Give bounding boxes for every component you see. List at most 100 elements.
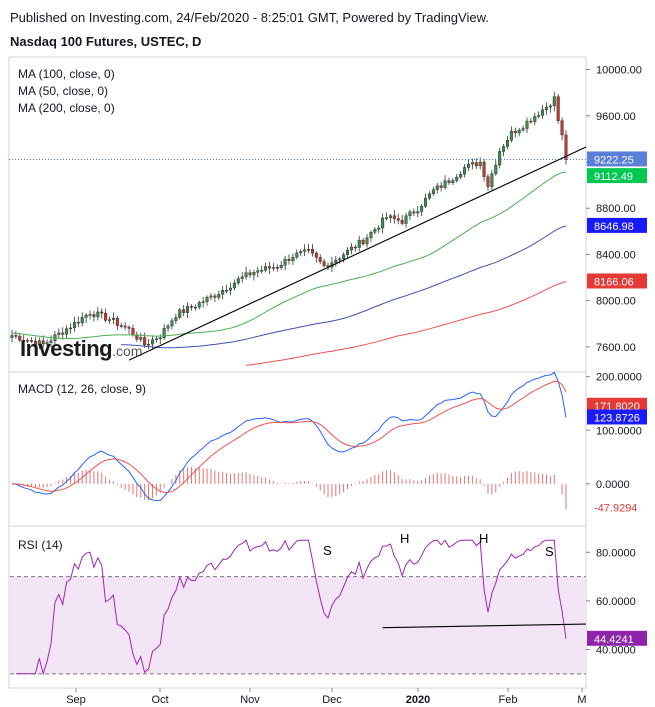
- macd-layer: [11, 371, 567, 510]
- candle-body: [435, 185, 439, 190]
- candle-body: [119, 325, 123, 327]
- candle-body: [178, 309, 182, 318]
- candle-body: [537, 115, 541, 117]
- candle-body: [279, 265, 283, 268]
- candle-body: [357, 239, 361, 248]
- candle-body: [307, 248, 311, 251]
- rsi-tick-label: 40.0000: [596, 645, 636, 657]
- candle-body: [158, 337, 162, 340]
- price-tick-label: 7600.00: [596, 342, 636, 354]
- candle-body: [314, 252, 318, 258]
- time-tick-label: M: [577, 694, 586, 706]
- candle-body: [420, 206, 424, 212]
- candle-body: [373, 229, 377, 233]
- time-tick-label: Oct: [151, 694, 168, 706]
- rsi-annotation-s: S: [323, 543, 332, 558]
- axis-layer: 10000.009600.009200.008800.008400.008000…: [66, 65, 647, 706]
- candle-body: [334, 259, 338, 263]
- published-caption: Published on Investing.com, 24/Feb/2020 …: [10, 10, 489, 25]
- candle-body: [92, 314, 96, 317]
- candle-body: [552, 96, 556, 107]
- candle-body: [548, 105, 552, 108]
- candle-body: [291, 256, 295, 261]
- candle-body: [517, 129, 521, 134]
- candle-body: [318, 257, 322, 262]
- candle-body: [232, 282, 236, 289]
- candle-body: [369, 232, 373, 238]
- candle-body: [392, 215, 396, 219]
- candle-body: [14, 335, 18, 337]
- ma200-tag: 8166.06: [594, 276, 634, 288]
- candle-body: [349, 246, 353, 251]
- candle-body: [544, 106, 548, 110]
- candle-body: [217, 294, 221, 298]
- candle-body: [322, 261, 326, 266]
- candle-body: [416, 211, 420, 214]
- candle-body: [466, 163, 470, 168]
- candle-body: [72, 321, 76, 329]
- candle-body: [260, 270, 264, 272]
- rsi-last-tag: 44.4241: [594, 634, 634, 646]
- candle-body: [521, 128, 525, 131]
- candle-body: [88, 314, 92, 316]
- candle-body: [474, 162, 478, 167]
- candle-body: [30, 340, 34, 342]
- candle-body: [61, 332, 65, 335]
- candle-body: [264, 266, 268, 271]
- candle-body: [197, 302, 201, 308]
- candle-body: [147, 343, 151, 346]
- candle-body: [143, 337, 147, 346]
- time-tick-label: 2020: [406, 694, 430, 706]
- candle-body: [271, 267, 275, 269]
- ma50-tag: 9112.49: [594, 171, 633, 183]
- candle-body: [525, 120, 529, 129]
- candle-body: [310, 248, 314, 254]
- candle-body: [463, 167, 467, 175]
- candle-body: [408, 211, 412, 216]
- candle-body: [478, 161, 482, 167]
- candle-body: [170, 320, 174, 327]
- candle-body: [287, 258, 291, 261]
- candle-body: [556, 96, 560, 121]
- candle-body: [505, 140, 509, 147]
- candle-body: [252, 272, 256, 276]
- rsi-annotation-h: H: [479, 531, 488, 546]
- rsi-neckline: [382, 623, 587, 629]
- candle-body: [166, 325, 170, 329]
- legend-ma100: MA (100, close, 0): [18, 67, 115, 81]
- candle-body: [69, 327, 73, 330]
- candle-body: [424, 197, 428, 207]
- candle-body: [174, 317, 178, 321]
- candle-body: [76, 321, 80, 324]
- hist-tag-bg: [587, 499, 647, 515]
- trendline: [128, 146, 587, 361]
- last-price-tag-bg: [587, 151, 647, 167]
- candle-body: [490, 173, 494, 187]
- macd-tick-label: 0.0000: [596, 479, 630, 491]
- candle-body: [162, 328, 166, 338]
- candle-body: [49, 340, 53, 343]
- candle-body: [18, 335, 22, 341]
- candle-body: [45, 342, 49, 345]
- candle-body: [57, 332, 61, 335]
- candle-body: [494, 164, 498, 174]
- candle-body: [33, 340, 37, 346]
- candle-body: [131, 328, 135, 336]
- candle-body: [139, 337, 143, 340]
- candle-body: [377, 227, 381, 230]
- candle-body: [513, 130, 517, 134]
- time-tick-label: Feb: [499, 694, 518, 706]
- candle-body: [244, 272, 248, 278]
- legend-ma50: MA (50, close, 0): [18, 84, 109, 98]
- candle-body: [299, 251, 303, 254]
- macd-tag: 123.8726: [594, 412, 640, 424]
- ma200-tag-bg: [587, 273, 647, 289]
- price-layer: [9, 91, 587, 366]
- candle-body: [400, 220, 404, 224]
- candle-body: [541, 109, 545, 116]
- rsi-annotation-s: S: [545, 544, 554, 559]
- candle-body: [353, 246, 357, 249]
- candle-body: [228, 287, 232, 291]
- candle-body: [404, 215, 408, 224]
